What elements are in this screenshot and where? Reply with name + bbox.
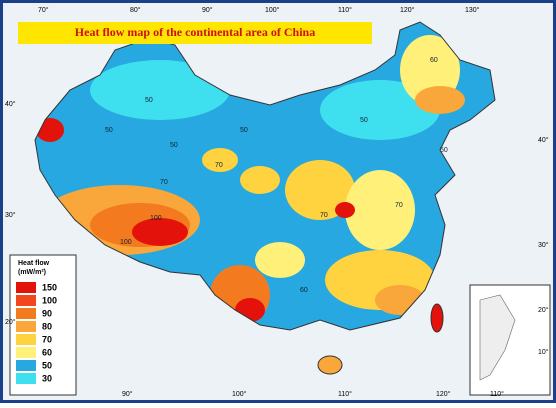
contour-label: 50 <box>105 127 113 134</box>
legend-swatch <box>16 282 36 293</box>
legend-label: 60 <box>42 347 52 357</box>
legend-label: 80 <box>42 321 52 331</box>
legend-unit: (mW/m²) <box>18 269 46 276</box>
inset-map <box>479 294 516 381</box>
coordinate-label: 90° <box>202 6 213 14</box>
coordinate-label: 30° <box>5 211 16 219</box>
legend-title: Heat flow <box>18 260 50 267</box>
title-box <box>18 22 372 44</box>
coordinate-label: 120° <box>400 6 415 14</box>
coordinate-label: 100° <box>232 390 247 398</box>
taiwan-island <box>430 303 444 333</box>
coordinate-label: 30° <box>538 241 549 249</box>
contour-labels: 50 50 50 50 50 50 70 70 70 70 100 100 60… <box>105 57 448 294</box>
legend-label: 150 <box>42 282 57 292</box>
contour-label: 100 <box>150 215 162 222</box>
map-title: Heat flow map of the continental area of… <box>75 25 315 39</box>
coordinate-label: 40° <box>538 136 549 144</box>
legend-swatch <box>16 295 36 306</box>
contour-label: 60 <box>430 57 438 64</box>
contour-label: 50 <box>440 147 448 154</box>
coordinate-label: 110° <box>338 6 352 14</box>
legend-label: 70 <box>42 334 52 344</box>
legend-swatch <box>16 347 36 358</box>
contour-label: 70 <box>395 202 403 209</box>
legend-label: 100 <box>42 295 57 305</box>
coordinate-label: 120° <box>436 390 451 398</box>
contour-label: 50 <box>240 127 248 134</box>
legend-label: 30 <box>42 373 52 383</box>
coordinate-label: 80° <box>130 6 141 14</box>
legend-swatch <box>16 308 36 319</box>
coordinate-label: 110° <box>338 390 352 398</box>
legend-swatch <box>16 321 36 332</box>
contour-label: 60 <box>300 287 308 294</box>
contour-label: 100 <box>120 239 132 246</box>
coordinate-label: 90° <box>122 390 133 398</box>
coordinate-label: 20° <box>5 318 16 326</box>
coordinate-label: 130° <box>465 6 480 14</box>
coordinate-label: 100° <box>265 6 280 14</box>
contour-label: 50 <box>360 117 368 124</box>
legend-swatch <box>16 373 36 384</box>
contour-label: 50 <box>145 97 153 104</box>
contour-label: 50 <box>170 142 178 149</box>
legend-swatch <box>16 334 36 345</box>
legend-label: 50 <box>42 360 52 370</box>
coordinate-label: 10° <box>538 348 549 356</box>
contour-label: 70 <box>160 179 168 186</box>
legend-label: 90 <box>42 308 52 318</box>
coordinate-label: 20° <box>538 306 549 314</box>
coordinate-label: 40° <box>5 100 16 108</box>
coordinate-label: 70° <box>38 6 49 14</box>
hainan-island <box>317 355 343 375</box>
country-outline <box>34 21 496 331</box>
contour-label: 70 <box>320 212 328 219</box>
legend-swatch <box>16 360 36 371</box>
contour-label: 70 <box>215 162 223 169</box>
coordinate-label: 110° <box>490 390 504 398</box>
